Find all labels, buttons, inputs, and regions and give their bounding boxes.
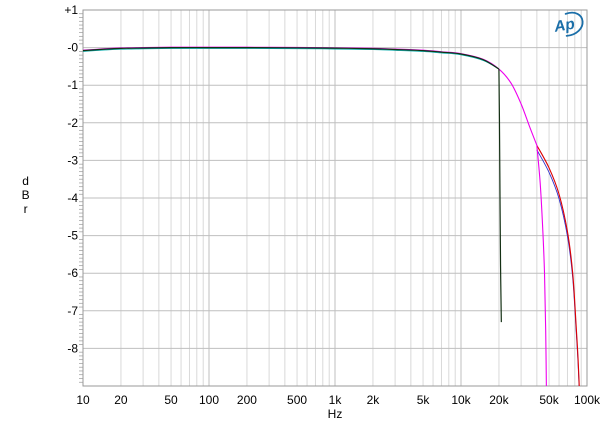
svg-text:Hz: Hz — [328, 407, 343, 421]
svg-text:-6: -6 — [67, 266, 78, 280]
svg-text:50: 50 — [164, 393, 178, 407]
svg-text:-2: -2 — [67, 116, 78, 130]
svg-text:-3: -3 — [67, 153, 78, 167]
svg-text:-1: -1 — [67, 78, 78, 92]
svg-text:100: 100 — [199, 393, 219, 407]
svg-text:20k: 20k — [489, 393, 509, 407]
svg-text:50k: 50k — [539, 393, 559, 407]
svg-text:+1: +1 — [64, 3, 78, 17]
svg-text:-7: -7 — [67, 304, 78, 318]
svg-text:r: r — [24, 202, 28, 216]
svg-text:20: 20 — [114, 393, 128, 407]
svg-text:-4: -4 — [67, 191, 78, 205]
svg-text:-8: -8 — [67, 341, 78, 355]
svg-text:-0: -0 — [67, 41, 78, 55]
svg-text:-5: -5 — [67, 229, 78, 243]
svg-text:100k: 100k — [574, 393, 600, 407]
svg-text:200: 200 — [237, 393, 257, 407]
svg-text:5k: 5k — [417, 393, 431, 407]
svg-text:2k: 2k — [367, 393, 381, 407]
svg-text:10k: 10k — [451, 393, 471, 407]
svg-text:1k: 1k — [329, 393, 343, 407]
svg-text:B: B — [22, 188, 30, 202]
svg-text:10: 10 — [76, 393, 90, 407]
svg-text:500: 500 — [287, 393, 307, 407]
svg-text:d: d — [22, 174, 29, 188]
